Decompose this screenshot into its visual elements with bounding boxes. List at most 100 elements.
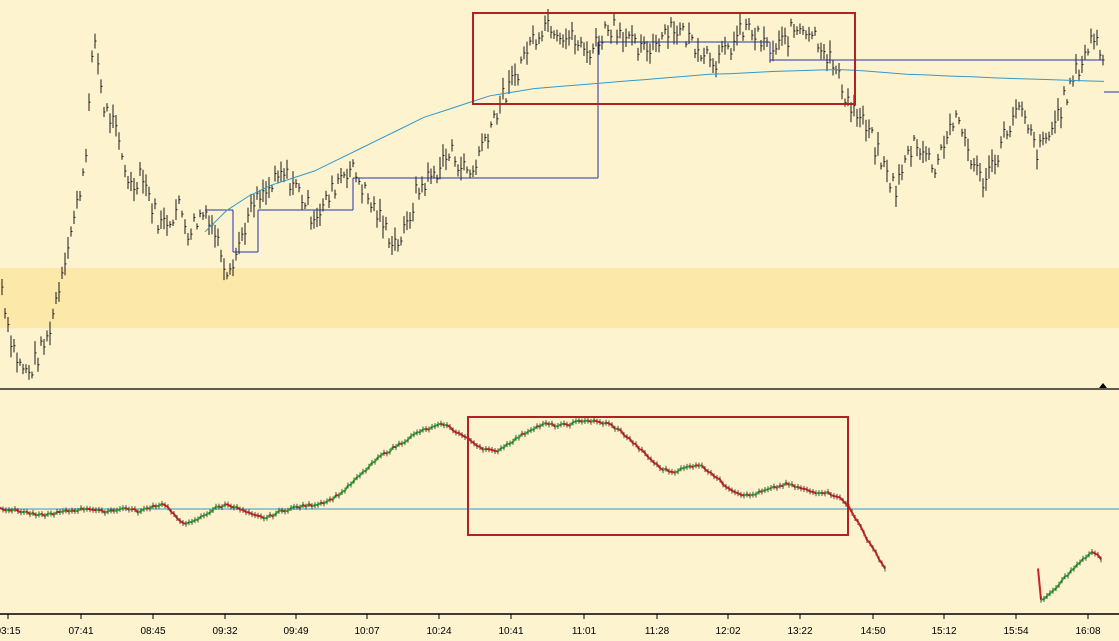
candle xyxy=(263,516,268,520)
candle xyxy=(35,513,40,517)
candle xyxy=(620,430,625,436)
candle xyxy=(566,423,571,427)
candle xyxy=(254,514,259,517)
candle xyxy=(1049,589,1054,594)
candle xyxy=(200,514,205,518)
candle xyxy=(107,509,112,513)
candle xyxy=(1061,575,1066,581)
candle xyxy=(581,419,586,423)
candle xyxy=(104,510,109,514)
candle xyxy=(689,465,694,468)
x-tick-label: 08:45 xyxy=(140,626,165,637)
candle xyxy=(656,463,661,469)
candle xyxy=(776,484,781,489)
candle xyxy=(362,469,367,473)
candle xyxy=(98,509,103,512)
candle xyxy=(365,466,370,472)
candle xyxy=(674,470,679,474)
candle xyxy=(809,490,814,493)
candle xyxy=(446,424,451,428)
candle xyxy=(242,509,247,513)
candle xyxy=(878,558,883,565)
candle xyxy=(176,517,181,522)
candle xyxy=(731,489,736,494)
candle xyxy=(599,421,604,425)
candle xyxy=(497,447,502,453)
candle xyxy=(371,460,376,464)
candle xyxy=(26,511,31,515)
candle xyxy=(347,483,352,487)
candle xyxy=(395,443,400,448)
candle xyxy=(341,489,346,493)
candle xyxy=(518,432,523,439)
candle xyxy=(1052,587,1057,592)
candle xyxy=(248,511,253,515)
candle xyxy=(761,489,766,493)
candle xyxy=(440,422,445,427)
candle xyxy=(179,520,184,524)
candle xyxy=(848,506,853,513)
candle xyxy=(734,491,739,495)
candle xyxy=(431,425,436,428)
candle xyxy=(488,448,493,451)
candle xyxy=(290,505,295,509)
candle xyxy=(0,506,4,511)
candle xyxy=(302,503,307,508)
candle xyxy=(869,542,874,549)
candle xyxy=(458,432,463,436)
candle xyxy=(833,495,838,498)
candle xyxy=(116,508,121,512)
candle xyxy=(83,507,88,511)
candle xyxy=(587,419,592,423)
candle xyxy=(791,483,796,488)
candle xyxy=(125,507,130,511)
x-tick-label: 13:22 xyxy=(787,626,812,637)
candle xyxy=(653,461,658,466)
x-tick-label: 11:28 xyxy=(645,626,670,637)
candle xyxy=(503,443,508,448)
candle xyxy=(401,441,406,445)
candle xyxy=(134,508,139,514)
candle xyxy=(479,446,484,451)
candle xyxy=(554,425,559,428)
candle xyxy=(386,450,391,455)
candle xyxy=(251,513,256,516)
candle xyxy=(800,487,805,490)
candle xyxy=(572,420,577,424)
candle xyxy=(185,521,190,525)
candle xyxy=(824,490,829,495)
candle xyxy=(638,448,643,451)
panel-resize-marker[interactable] xyxy=(1099,383,1107,388)
x-tick-label: 15:12 xyxy=(931,626,956,637)
candle xyxy=(857,521,862,528)
candle xyxy=(41,513,46,517)
candle xyxy=(383,451,388,455)
candle xyxy=(665,468,670,473)
candle xyxy=(746,493,751,497)
candle xyxy=(389,446,394,453)
candle xyxy=(182,522,187,525)
candle xyxy=(50,512,55,516)
candle xyxy=(629,438,634,444)
candle xyxy=(647,456,652,461)
candle xyxy=(1064,574,1069,578)
candle xyxy=(11,508,16,512)
candle xyxy=(704,468,709,473)
candle xyxy=(452,429,457,434)
candle xyxy=(1082,556,1087,560)
candle xyxy=(722,483,727,488)
candle xyxy=(380,452,385,457)
candle xyxy=(173,513,178,519)
candle xyxy=(2,508,7,512)
candle xyxy=(542,422,547,425)
candle xyxy=(530,428,535,432)
top-average-line xyxy=(204,69,1105,233)
candle xyxy=(605,421,610,425)
candle xyxy=(701,464,706,470)
candle xyxy=(803,487,808,491)
candle xyxy=(437,422,442,426)
candle xyxy=(569,421,574,427)
candle xyxy=(332,494,337,501)
candle xyxy=(866,539,871,544)
